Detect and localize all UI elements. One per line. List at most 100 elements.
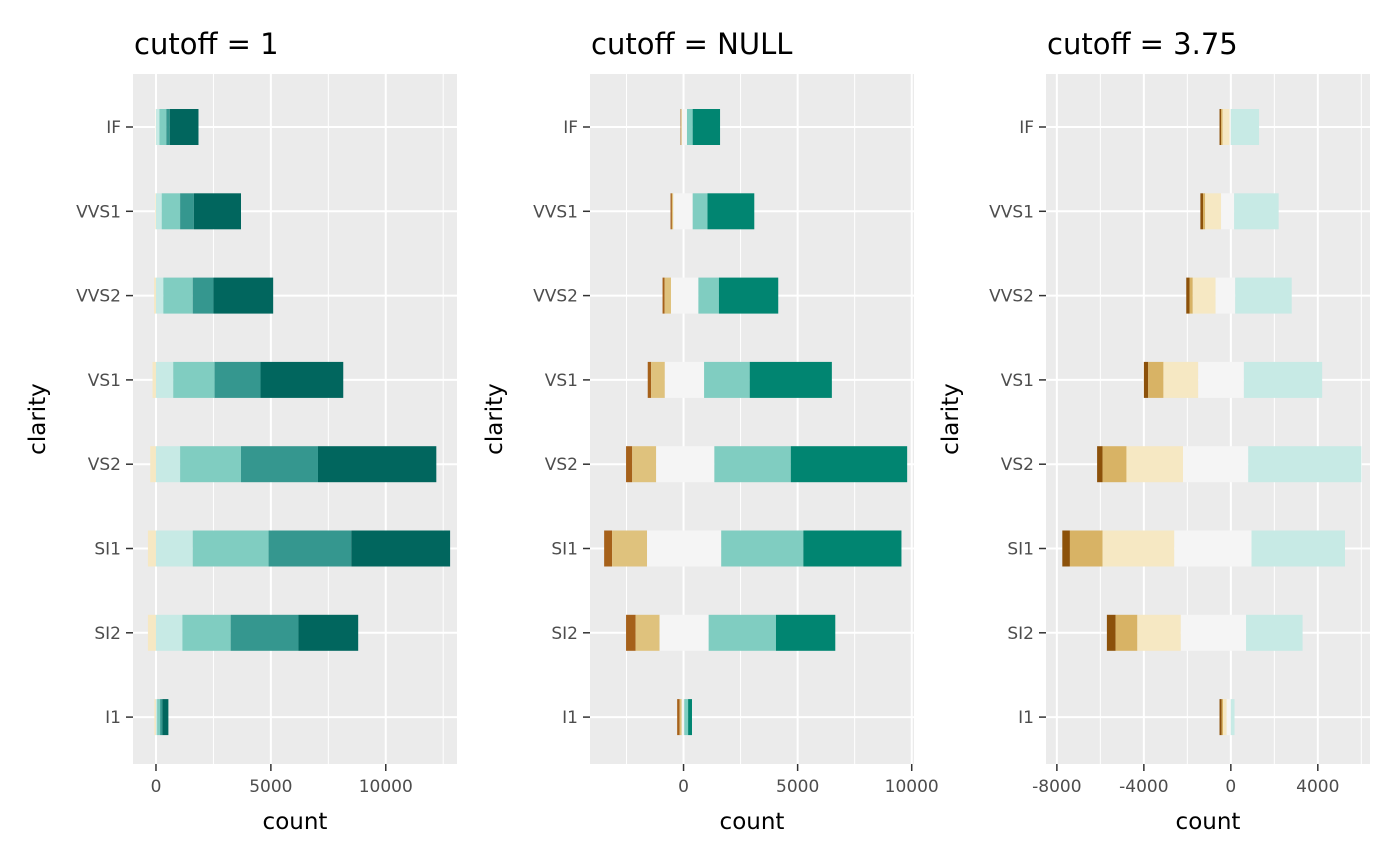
bar-segment-vvs2-1 [1186, 277, 1190, 314]
bar-segment-si1-4 [721, 530, 804, 567]
y-tick-label: VVS2 [533, 287, 578, 307]
bar-segment-si1-1 [1062, 530, 1070, 567]
y-tick-label: VVS2 [989, 287, 1034, 307]
panel-background [133, 74, 457, 764]
bar-segment-vs1-4 [214, 361, 261, 398]
x-tick-label: 10000 [885, 777, 939, 797]
bar-segment-si2-3 [182, 614, 231, 651]
y-tick-label: VVS1 [76, 202, 121, 222]
bar-segment-si2-5 [298, 614, 359, 651]
y-axis-title: clarity [482, 383, 508, 455]
bar-segment-vvs2-3 [1192, 277, 1216, 314]
bar-segment-si1-5 [803, 530, 902, 567]
bar-segment-if-2 [1221, 109, 1223, 145]
bar-segment-i1-1 [1219, 699, 1222, 736]
bar-segment-i1-5 [1230, 699, 1235, 736]
bar-segment-si1-5 [1251, 530, 1345, 567]
bar-segment-i1-3 [1223, 699, 1227, 736]
y-tick-label: I1 [562, 708, 578, 728]
bar-segment-if-1 [1219, 109, 1222, 145]
bar-segment-si2-5 [1246, 614, 1303, 651]
bar-segment-if-4 [166, 109, 170, 145]
y-tick-label: IF [563, 118, 578, 138]
bar-segment-i1-3 [681, 699, 685, 736]
bar-segment-vvs2-5 [718, 277, 779, 314]
bar-segment-if-1 [680, 109, 682, 145]
bar-segment-vs1-1 [152, 361, 156, 398]
bar-segment-vs1-2 [155, 361, 174, 398]
bar-segment-vvs1-1 [155, 193, 156, 230]
bar-segment-vvs1-5 [193, 193, 241, 230]
bar-segment-vs2-2 [155, 446, 181, 483]
x-tick-label: 5000 [776, 777, 819, 797]
bar-segment-vs2-1 [1097, 446, 1103, 483]
y-axis-title: clarity [938, 383, 964, 455]
bar-segment-vs2-1 [626, 446, 633, 483]
bar-segment-si2-2 [635, 614, 660, 651]
y-tick-label: VS2 [545, 455, 578, 475]
bar-segment-si1-1 [147, 530, 156, 567]
bar-segment-i1-4 [160, 699, 163, 736]
bar-segment-vvs1-1 [670, 193, 672, 230]
bar-segment-vvs1-2 [671, 193, 674, 230]
bar-segment-vvs2-2 [664, 277, 671, 314]
x-axis-title: count [720, 809, 785, 835]
bar-segment-vs1-2 [651, 361, 665, 398]
y-tick-label: VS2 [1001, 455, 1034, 475]
bar-segment-vvs2-2 [1189, 277, 1193, 314]
x-tick-label: 4000 [1296, 777, 1339, 797]
bar-segment-vvs1-3 [673, 193, 693, 230]
panel-background [590, 74, 914, 764]
bar-segment-vvs1-5 [1234, 193, 1279, 230]
bar-segment-i1-5 [162, 699, 169, 736]
bar-segment-si1-2 [155, 530, 193, 567]
bar-segment-i1-1 [154, 699, 156, 736]
bar-segment-if-4 [686, 109, 693, 145]
bar-segment-vvs2-4 [192, 277, 214, 314]
panel-3: I1 SI2 SI1 VS2 VS1 VVS2 VVS1 IF -8000 -4000 0 4000 c… [938, 27, 1370, 835]
x-tick-label: 0 [151, 777, 162, 797]
bar-segment-vs2-4 [241, 446, 318, 483]
y-tick-label: VS1 [1001, 371, 1034, 391]
y-axis-title: clarity [25, 383, 51, 455]
bar-segment-vvs1-1 [1200, 193, 1203, 230]
y-tick-label: I1 [105, 708, 121, 728]
y-tick-label: SI2 [1007, 624, 1034, 644]
bar-segment-vs2-3 [656, 446, 715, 483]
bar-segment-vs1-1 [647, 361, 652, 398]
bar-segment-vvs1-4 [692, 193, 708, 230]
bar-segment-vvs2-4 [698, 277, 719, 314]
panel-title: cutoff = 3.75 [1047, 27, 1238, 61]
bar-segment-vs2-5 [317, 446, 437, 483]
bar-segment-i1-1 [677, 699, 680, 736]
bar-segment-i1-2 [679, 699, 682, 736]
bar-segment-si1-2 [1069, 530, 1103, 567]
bar-segment-if-4 [1229, 109, 1231, 145]
bar-segment-si1-4 [268, 530, 352, 567]
bar-segment-vs1-5 [1243, 361, 1323, 398]
bar-segment-si2-1 [626, 614, 636, 651]
bar-segment-vs2-2 [632, 446, 657, 483]
bar-segment-vvs2-2 [155, 277, 164, 314]
bar-segment-if-2 [155, 109, 160, 145]
bar-segment-vs1-4 [704, 361, 750, 398]
bar-segment-si1-3 [1102, 530, 1175, 567]
bar-segment-i1-5 [688, 699, 692, 736]
bar-segment-vs1-4 [1198, 361, 1244, 398]
bar-segment-si1-1 [604, 530, 613, 567]
bar-segment-if-5 [1230, 109, 1260, 145]
x-axis-title: count [1176, 809, 1241, 835]
bar-segment-si2-2 [155, 614, 183, 651]
bar-segment-vvs2-5 [1235, 277, 1292, 314]
bar-segment-vs2-2 [1102, 446, 1127, 483]
panel-2: I1 SI2 SI1 VS2 VS1 VVS2 VVS1 IF 0 5000 10000 cutoff… [482, 27, 939, 835]
bar-segment-vvs2-3 [163, 277, 193, 314]
bar-segment-si2-1 [1106, 614, 1116, 651]
bar-segment-vs2-3 [180, 446, 241, 483]
bar-segment-vvs1-3 [161, 193, 181, 230]
y-tick-label: SI1 [94, 540, 121, 560]
bar-segment-si2-3 [659, 614, 709, 651]
bar-segment-si2-1 [147, 614, 156, 651]
bar-segment-vvs1-2 [155, 193, 162, 230]
